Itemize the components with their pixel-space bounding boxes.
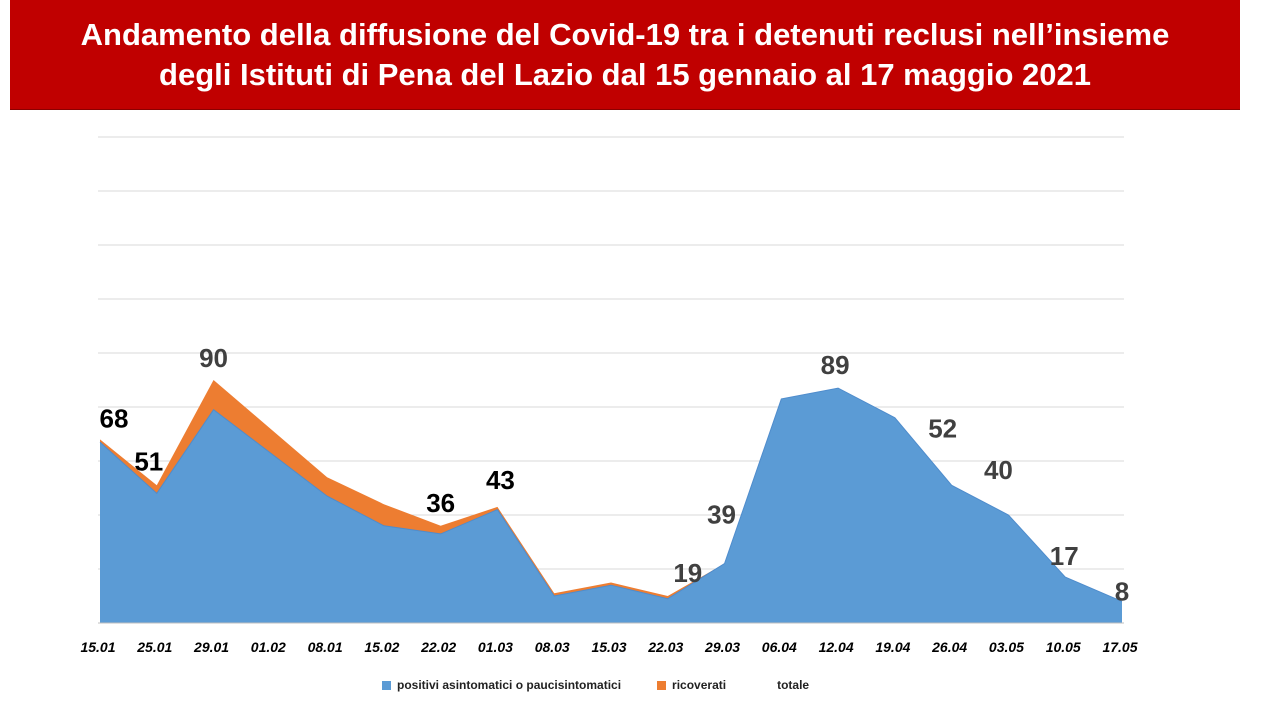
series-area-ricoverati (100, 380, 1122, 602)
legend-swatch-totale (762, 681, 771, 690)
legend-label-ricoverati: ricoverati (672, 678, 727, 692)
data-label: 43 (486, 465, 515, 495)
x-tick-label: 15.01 (80, 639, 115, 655)
data-label: 52 (928, 413, 957, 443)
data-label: 40 (984, 455, 1013, 485)
x-tick-label: 15.03 (591, 639, 626, 655)
x-tick-label: 01.02 (251, 639, 286, 655)
x-tick-label: 26.04 (931, 639, 967, 655)
x-tick-label: 25.01 (136, 639, 172, 655)
title-banner: Andamento della diffusione del Covid-19 … (10, 0, 1240, 110)
x-tick-label: 19.04 (875, 639, 910, 655)
data-label: 36 (426, 488, 455, 518)
x-tick-label: 12.04 (819, 639, 854, 655)
x-tick-label: 17.05 (1102, 639, 1137, 655)
x-tick-label: 10.05 (1046, 639, 1081, 655)
legend-swatch-ricoverati (657, 680, 667, 690)
x-tick-label: 03.05 (989, 639, 1024, 655)
data-label: 89 (821, 350, 850, 380)
x-tick-label: 22.03 (647, 639, 683, 655)
x-tick-label: 29.03 (704, 639, 740, 655)
series-area-asintomatici (100, 388, 1122, 623)
title-line-1: Andamento della diffusione del Covid-19 … (80, 16, 1170, 52)
legend-swatch-asintomatici (382, 680, 391, 690)
legend-item-totale: totale (762, 678, 809, 692)
data-label: 39 (707, 500, 736, 530)
x-tick-label: 01.03 (478, 639, 513, 655)
data-label: 68 (100, 403, 129, 433)
x-tick-label: 08.01 (308, 639, 343, 655)
x-tick-label: 29.01 (193, 639, 229, 655)
data-label: 8 (1115, 576, 1129, 606)
x-tick-label: 15.02 (364, 639, 399, 655)
legend-label-totale: totale (777, 678, 810, 692)
legend-item-ricoverati: ricoverati (657, 678, 726, 692)
x-tick-label: 06.04 (762, 639, 797, 655)
data-label: 51 (134, 446, 163, 476)
legend-label-asintomatici: positivi asintomatici o paucisintomatici (397, 678, 622, 692)
data-label: 19 (673, 558, 702, 588)
x-axis-tick-labels: 15.01 25.01 29.01 01.02 08.01 15.02 22.02 01.03… (80, 639, 1137, 655)
chart-legend: positivi asintomatici o paucisintomatici… (382, 677, 845, 693)
x-tick-label: 22.02 (420, 639, 456, 655)
data-label: 17 (1050, 541, 1079, 571)
title-line-2: degli Istituti di Pena del Lazio dal 15 … (159, 56, 1091, 92)
data-label: 90 (199, 343, 228, 373)
series-line-asintomatici (99, 387, 1123, 602)
legend-item-asintomatici: positivi asintomatici o paucisintomatici (382, 678, 621, 692)
x-tick-label: 08.03 (535, 639, 570, 655)
